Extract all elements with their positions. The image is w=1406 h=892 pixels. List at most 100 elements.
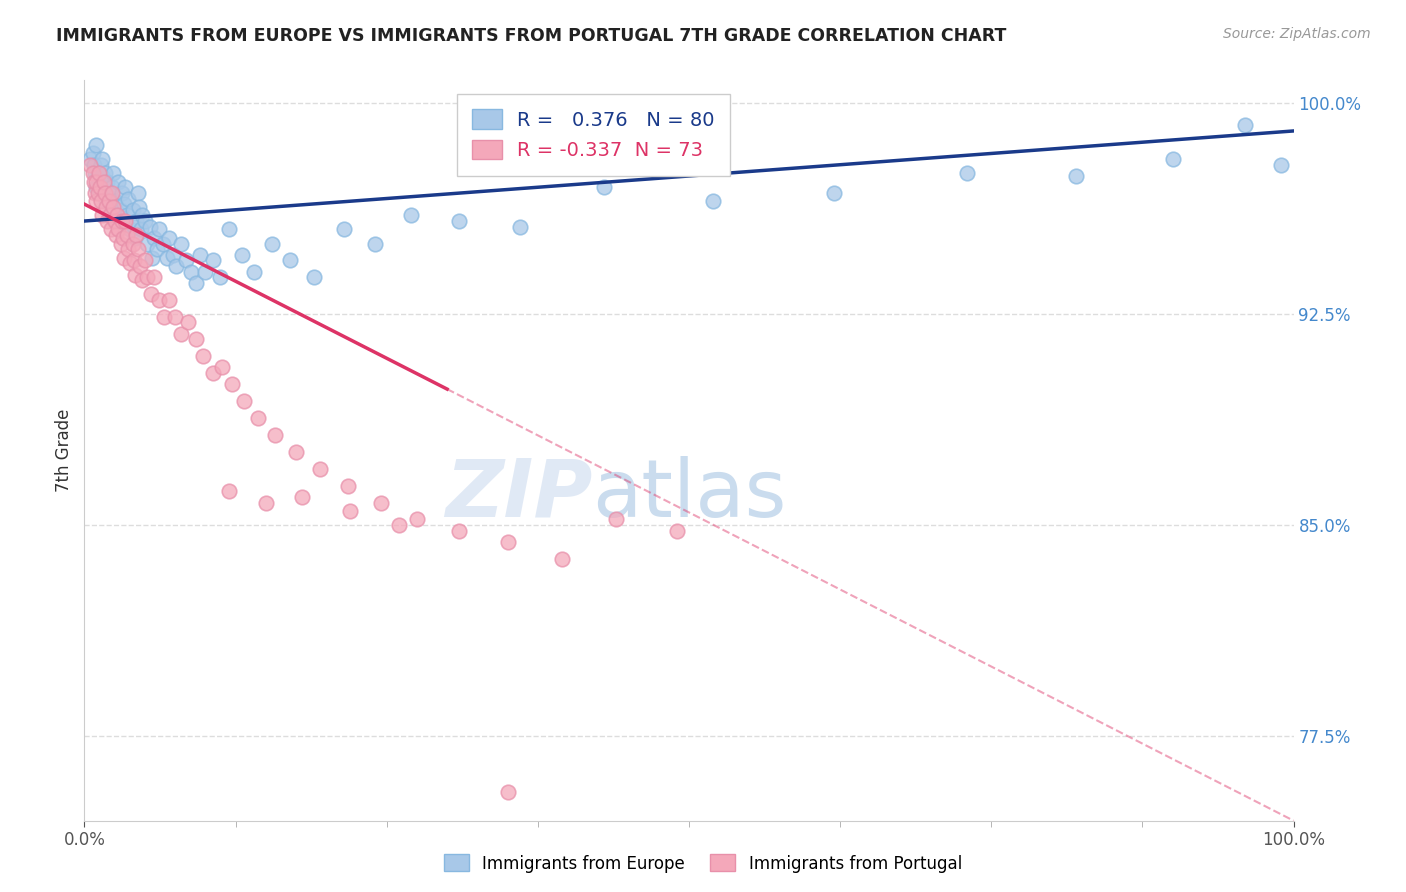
Point — [94, 186, 117, 200]
Point — [333, 222, 356, 236]
Point — [89, 186, 111, 200]
Point — [211, 360, 233, 375]
Point — [111, 214, 134, 228]
Point — [1064, 169, 1087, 183]
Point — [218, 222, 240, 236]
Point — [702, 194, 724, 209]
Point — [128, 200, 150, 214]
Text: atlas: atlas — [592, 456, 786, 534]
Point — [101, 180, 124, 194]
Point — [291, 490, 314, 504]
Point — [83, 158, 105, 172]
Point — [87, 175, 110, 189]
Point — [104, 228, 127, 243]
Point — [86, 138, 108, 153]
Point — [284, 445, 308, 459]
Point — [79, 152, 101, 166]
Point — [221, 377, 243, 392]
Point — [138, 219, 160, 234]
Point — [509, 219, 531, 234]
Point — [155, 251, 177, 265]
Point — [83, 175, 105, 189]
Point — [370, 495, 392, 509]
Point — [117, 242, 139, 256]
Point — [125, 214, 148, 228]
Point — [148, 293, 170, 307]
Point — [157, 293, 180, 307]
Point — [104, 194, 127, 209]
Point — [90, 158, 112, 172]
Point — [605, 512, 627, 526]
Point — [194, 265, 217, 279]
Point — [136, 270, 159, 285]
Point — [956, 166, 979, 180]
Point — [170, 236, 193, 251]
Point — [170, 326, 193, 341]
Point — [100, 197, 122, 211]
Point — [339, 504, 361, 518]
Point — [110, 236, 132, 251]
Point — [87, 166, 110, 180]
Point — [174, 253, 197, 268]
Point — [242, 265, 264, 279]
Point — [86, 186, 108, 200]
Point — [115, 208, 138, 222]
Point — [208, 270, 231, 285]
Point — [93, 180, 115, 194]
Point — [104, 202, 127, 217]
Point — [136, 236, 159, 251]
Point — [302, 270, 325, 285]
Point — [103, 200, 125, 214]
Point — [218, 484, 240, 499]
Point — [91, 169, 114, 183]
Point — [103, 166, 125, 180]
Point — [449, 524, 471, 538]
Point — [96, 175, 118, 189]
Point — [86, 180, 108, 194]
Point — [496, 785, 519, 799]
Point — [139, 287, 162, 301]
Point — [153, 310, 176, 324]
Point — [593, 180, 616, 194]
Point — [129, 259, 152, 273]
Point — [94, 200, 117, 214]
Point — [165, 259, 187, 273]
Point — [105, 208, 128, 222]
Point — [146, 242, 169, 256]
Point — [107, 222, 129, 236]
Point — [114, 180, 136, 194]
Point — [260, 236, 283, 251]
Point — [336, 478, 359, 492]
Point — [399, 208, 422, 222]
Point — [89, 180, 111, 194]
Point — [82, 146, 104, 161]
Point — [125, 228, 148, 243]
Point — [190, 248, 212, 262]
Point — [823, 186, 845, 200]
Point — [112, 231, 135, 245]
Point — [131, 208, 153, 222]
Point — [91, 208, 114, 222]
Y-axis label: 7th Grade: 7th Grade — [55, 409, 73, 492]
Point — [165, 310, 187, 324]
Point — [201, 366, 224, 380]
Point — [1270, 158, 1292, 172]
Point — [129, 222, 152, 236]
Point — [86, 175, 108, 189]
Point — [1161, 152, 1184, 166]
Point — [184, 276, 207, 290]
Point — [84, 166, 107, 180]
Point — [97, 208, 120, 222]
Point — [91, 152, 114, 166]
Point — [363, 236, 385, 251]
Point — [1234, 118, 1257, 132]
Point — [254, 495, 277, 509]
Point — [115, 228, 138, 243]
Point — [117, 192, 139, 206]
Point — [131, 273, 153, 287]
Point — [134, 214, 156, 228]
Point — [90, 194, 112, 209]
Point — [124, 268, 146, 282]
Text: Source: ZipAtlas.com: Source: ZipAtlas.com — [1223, 27, 1371, 41]
Point — [551, 552, 574, 566]
